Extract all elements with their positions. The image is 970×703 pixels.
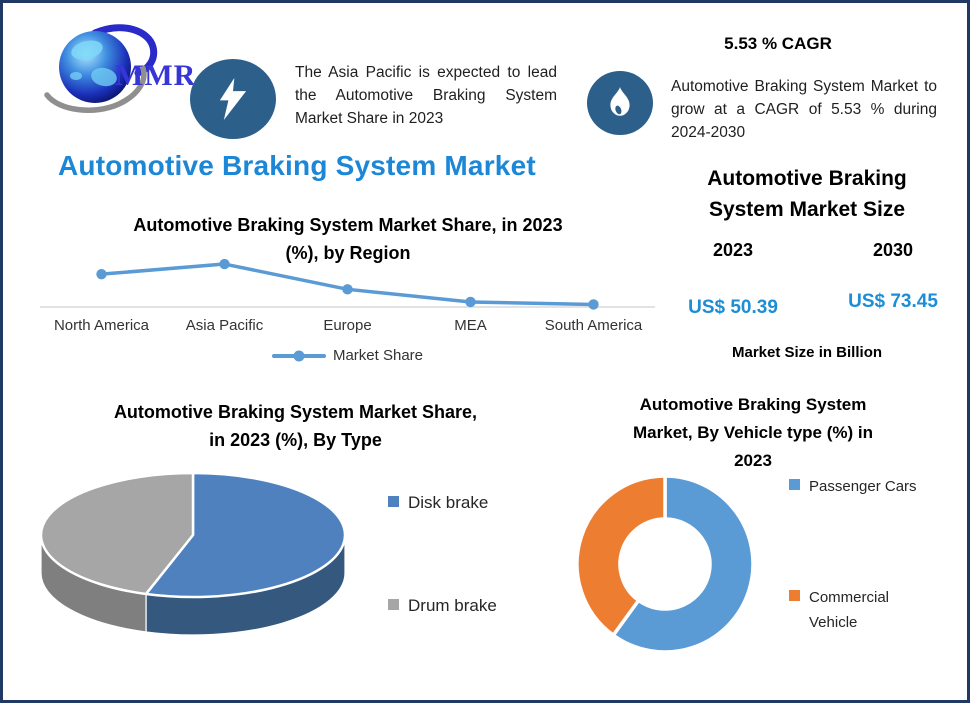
globe-logo-icon — [44, 24, 158, 113]
cagr-heading: 5.53 % CAGR — [724, 34, 832, 53]
page-title: Automotive Braking System Market — [58, 150, 536, 181]
region-chart-legend: Market Share — [40, 347, 655, 364]
legend-item-disk-brake: Disk brake — [388, 492, 488, 514]
region-axis-labels: North America Asia Pacific Europe MEA So… — [40, 317, 655, 334]
lightning-bolt-glyph — [219, 78, 247, 120]
region-chart-title-line1: Automotive Braking System Market Share, … — [133, 215, 563, 235]
commercial-vehicle-swatch-icon — [789, 590, 800, 601]
market-size-year-2030: 2030 — [872, 240, 914, 260]
asia-pacific-callout-text: The Asia Pacific is expected to lead the… — [295, 64, 557, 127]
region-chart-title: Automotive Braking System Market Share, … — [88, 211, 608, 267]
cagr-callout-text: Automotive Braking System Market to grow… — [671, 78, 937, 141]
type-chart-title-line2: in 2023 (%), By Type — [209, 430, 382, 450]
disk-brake-swatch-icon — [388, 496, 399, 507]
region-line-chart — [40, 258, 655, 310]
legend-label-disk-brake: Disk brake — [408, 493, 489, 512]
type-chart-title: Automotive Braking System Market Share, … — [63, 398, 528, 454]
vehicle-chart-title-line1: Automotive Braking System — [639, 395, 867, 414]
drum-brake-swatch-icon — [388, 599, 399, 610]
legend-label-market-share: Market Share — [332, 347, 424, 364]
type-chart-title-line1: Automotive Braking System Market Share, — [113, 402, 478, 422]
market-size-title-line1: Automotive Braking — [707, 167, 907, 190]
type-pie-chart — [39, 471, 347, 636]
axis-label-europe: Europe — [323, 317, 372, 334]
vehicle-donut-chart — [575, 474, 755, 654]
vehicle-chart-title-line3: 2023 — [734, 451, 772, 470]
market-size-title-line2: System Market Size — [708, 198, 906, 221]
flame-icon — [587, 71, 653, 135]
market-size-value-2023: US$ 50.39 — [688, 297, 778, 318]
flame-glyph — [610, 87, 630, 116]
market-size-value-2030: US$ 73.45 — [848, 291, 938, 312]
region-chart-title-line2: (%), by Region — [285, 243, 411, 263]
market-size-caption: Market Size in Billion — [731, 344, 883, 361]
legend-label-passenger-cars: Passenger Cars — [809, 478, 917, 495]
vehicle-chart-title-line2: Market, By Vehicle type (%) in — [633, 423, 873, 442]
logo-text: MMR — [115, 59, 197, 92]
market-size-title: Automotive Braking System Market Size — [661, 163, 953, 225]
legend-item-commercial-vehicle: Commercial Vehicle — [789, 585, 919, 635]
line-series-marker-icon — [271, 353, 326, 358]
mmr-logo: MMR — [29, 23, 199, 115]
passenger-cars-swatch-icon — [789, 479, 800, 490]
legend-label-commercial-vehicle: Commercial Vehicle — [809, 589, 890, 631]
axis-label-asia-pacific: Asia Pacific — [185, 317, 264, 334]
axis-label-south-america: South America — [544, 317, 643, 334]
legend-label-drum-brake: Drum brake — [408, 596, 497, 615]
axis-label-mea: MEA — [454, 317, 487, 334]
legend-item-drum-brake: Drum brake — [388, 595, 497, 617]
vehicle-chart-title: Automotive Braking System Market, By Veh… — [573, 391, 933, 475]
axis-label-north-america: North America — [53, 317, 150, 334]
market-size-year-2023: 2023 — [712, 240, 754, 260]
legend-item-passenger-cars: Passenger Cars — [789, 474, 917, 499]
lightning-icon — [190, 59, 276, 139]
